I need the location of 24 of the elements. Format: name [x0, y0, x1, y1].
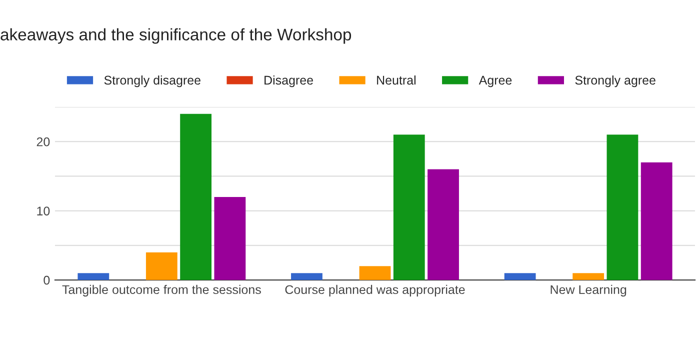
x-tick-label: Tangible outcome from the sessions — [62, 284, 261, 297]
bar — [214, 196, 246, 280]
chart-title: akeaways and the significance of the Workshop — [0, 28, 352, 44]
bar — [606, 134, 638, 280]
y-tick-label: 0 — [44, 276, 50, 285]
bar — [146, 252, 178, 280]
bar — [640, 162, 672, 280]
bar — [359, 266, 391, 280]
bar — [291, 273, 322, 280]
bar — [78, 273, 110, 280]
bar — [180, 114, 212, 280]
x-tick-label: Course planned was appropriate — [285, 284, 465, 297]
legend-label: Strongly agree — [575, 75, 656, 88]
x-tick-label: New Learning — [550, 284, 626, 297]
legend-label: Agree — [478, 76, 512, 88]
legend-label: Neutral — [377, 75, 416, 85]
y-tick-label: 20 — [36, 137, 50, 146]
bar — [504, 273, 536, 280]
legend-label: Strongly disagree — [104, 75, 200, 88]
y-tick-label: 10 — [37, 206, 50, 216]
legend-label: Disagree — [264, 75, 313, 88]
bar — [428, 169, 459, 280]
bar — [572, 273, 604, 280]
bar — [393, 134, 425, 280]
